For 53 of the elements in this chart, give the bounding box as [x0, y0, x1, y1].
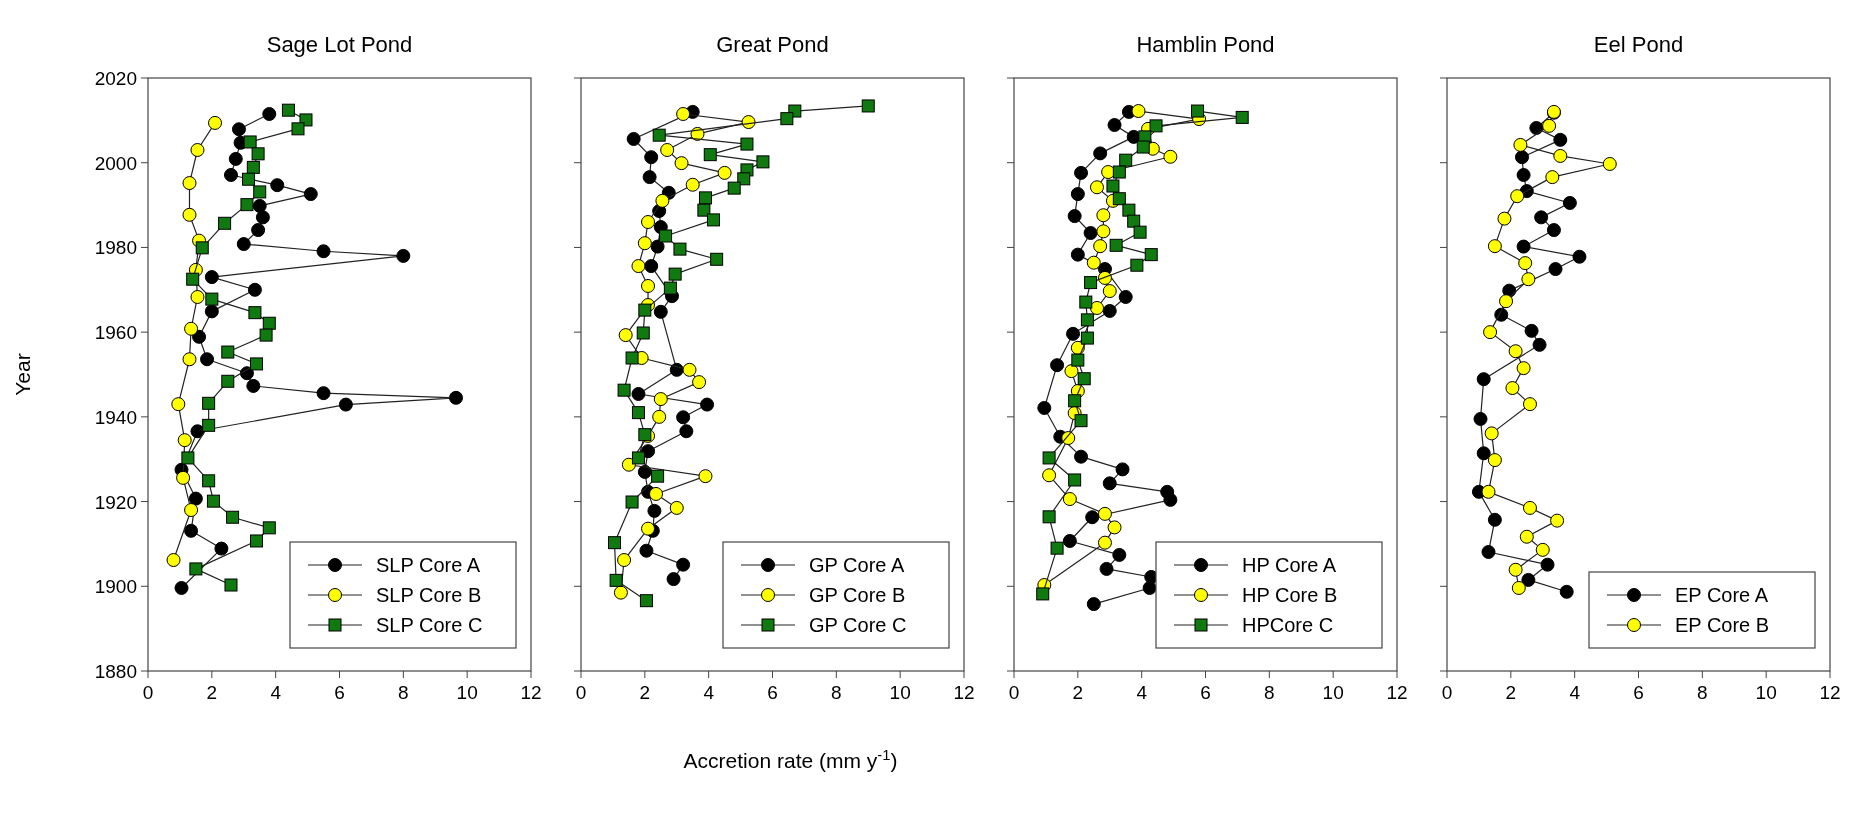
x-tick-label: 2 — [206, 682, 218, 703]
legend-label: SLP Core B — [376, 584, 482, 606]
y-tick-label: 1880 — [94, 661, 137, 682]
x-tick-label: 4 — [1136, 682, 1148, 703]
x-tick-label: 6 — [767, 682, 778, 703]
x-tick-label: 0 — [1441, 682, 1453, 703]
x-tick-label: 12 — [520, 682, 542, 703]
y-tick-label: 1980 — [94, 237, 137, 259]
y-tick-label: 1920 — [94, 491, 137, 513]
x-tick-label: 10 — [889, 682, 911, 703]
x-tick-label: 4 — [703, 682, 715, 703]
y-axis-title: Year — [11, 353, 34, 396]
legend-label: EP Core B — [1675, 614, 1770, 636]
legend-label: GP Core B — [809, 584, 906, 606]
x-tick-label: 0 — [142, 682, 154, 703]
legend-label: HP Core B — [1242, 584, 1338, 606]
x-tick-label: 8 — [1697, 682, 1708, 703]
y-tick-label: 1940 — [94, 406, 137, 428]
x-tick-label: 6 — [1200, 682, 1211, 703]
chart-title: Great Pond — [716, 32, 829, 57]
chart-title: Eel Pond — [1593, 32, 1684, 57]
x-tick-label: 2 — [1072, 682, 1084, 703]
y-tick-label: 1900 — [94, 576, 137, 598]
x-tick-label: 12 — [1819, 682, 1841, 703]
x-tick-label: 0 — [1008, 682, 1020, 703]
x-tick-label: 6 — [1633, 682, 1644, 703]
x-tick-label: 4 — [270, 682, 282, 703]
x-tick-label: 6 — [334, 682, 345, 703]
y-tick-label: 1960 — [94, 322, 137, 344]
chart-title: Sage Lot Pond — [266, 32, 413, 57]
x-tick-label: 12 — [1386, 682, 1408, 703]
legend-label: GP Core C — [809, 614, 907, 636]
legend-label: HPCore C — [1242, 614, 1334, 636]
x-tick-label: 10 — [456, 682, 478, 703]
legend-label: SLP Core C — [376, 614, 483, 636]
x-tick-label: 2 — [639, 682, 651, 703]
x-axis-title: Accretion rate (mm y$^{-1}$) — [683, 747, 898, 772]
x-tick-label: 2 — [1505, 682, 1517, 703]
legend-label: HP Core A — [1242, 554, 1337, 576]
chart-title: Hamblin Pond — [1136, 32, 1275, 57]
y-tick-label: 2000 — [94, 152, 137, 174]
legend-label: GP Core A — [809, 554, 905, 576]
y-tick-label: 2020 — [94, 68, 137, 89]
x-tick-label: 8 — [398, 682, 409, 703]
x-tick-label: 4 — [1569, 682, 1581, 703]
legend-label: SLP Core A — [376, 554, 481, 576]
x-tick-label: 12 — [953, 682, 975, 703]
x-tick-label: 8 — [1264, 682, 1275, 703]
legend-label: EP Core A — [1675, 584, 1769, 606]
x-tick-label: 0 — [575, 682, 587, 703]
x-tick-label: 10 — [1755, 682, 1777, 703]
x-tick-label: 8 — [831, 682, 842, 703]
x-tick-label: 10 — [1322, 682, 1344, 703]
